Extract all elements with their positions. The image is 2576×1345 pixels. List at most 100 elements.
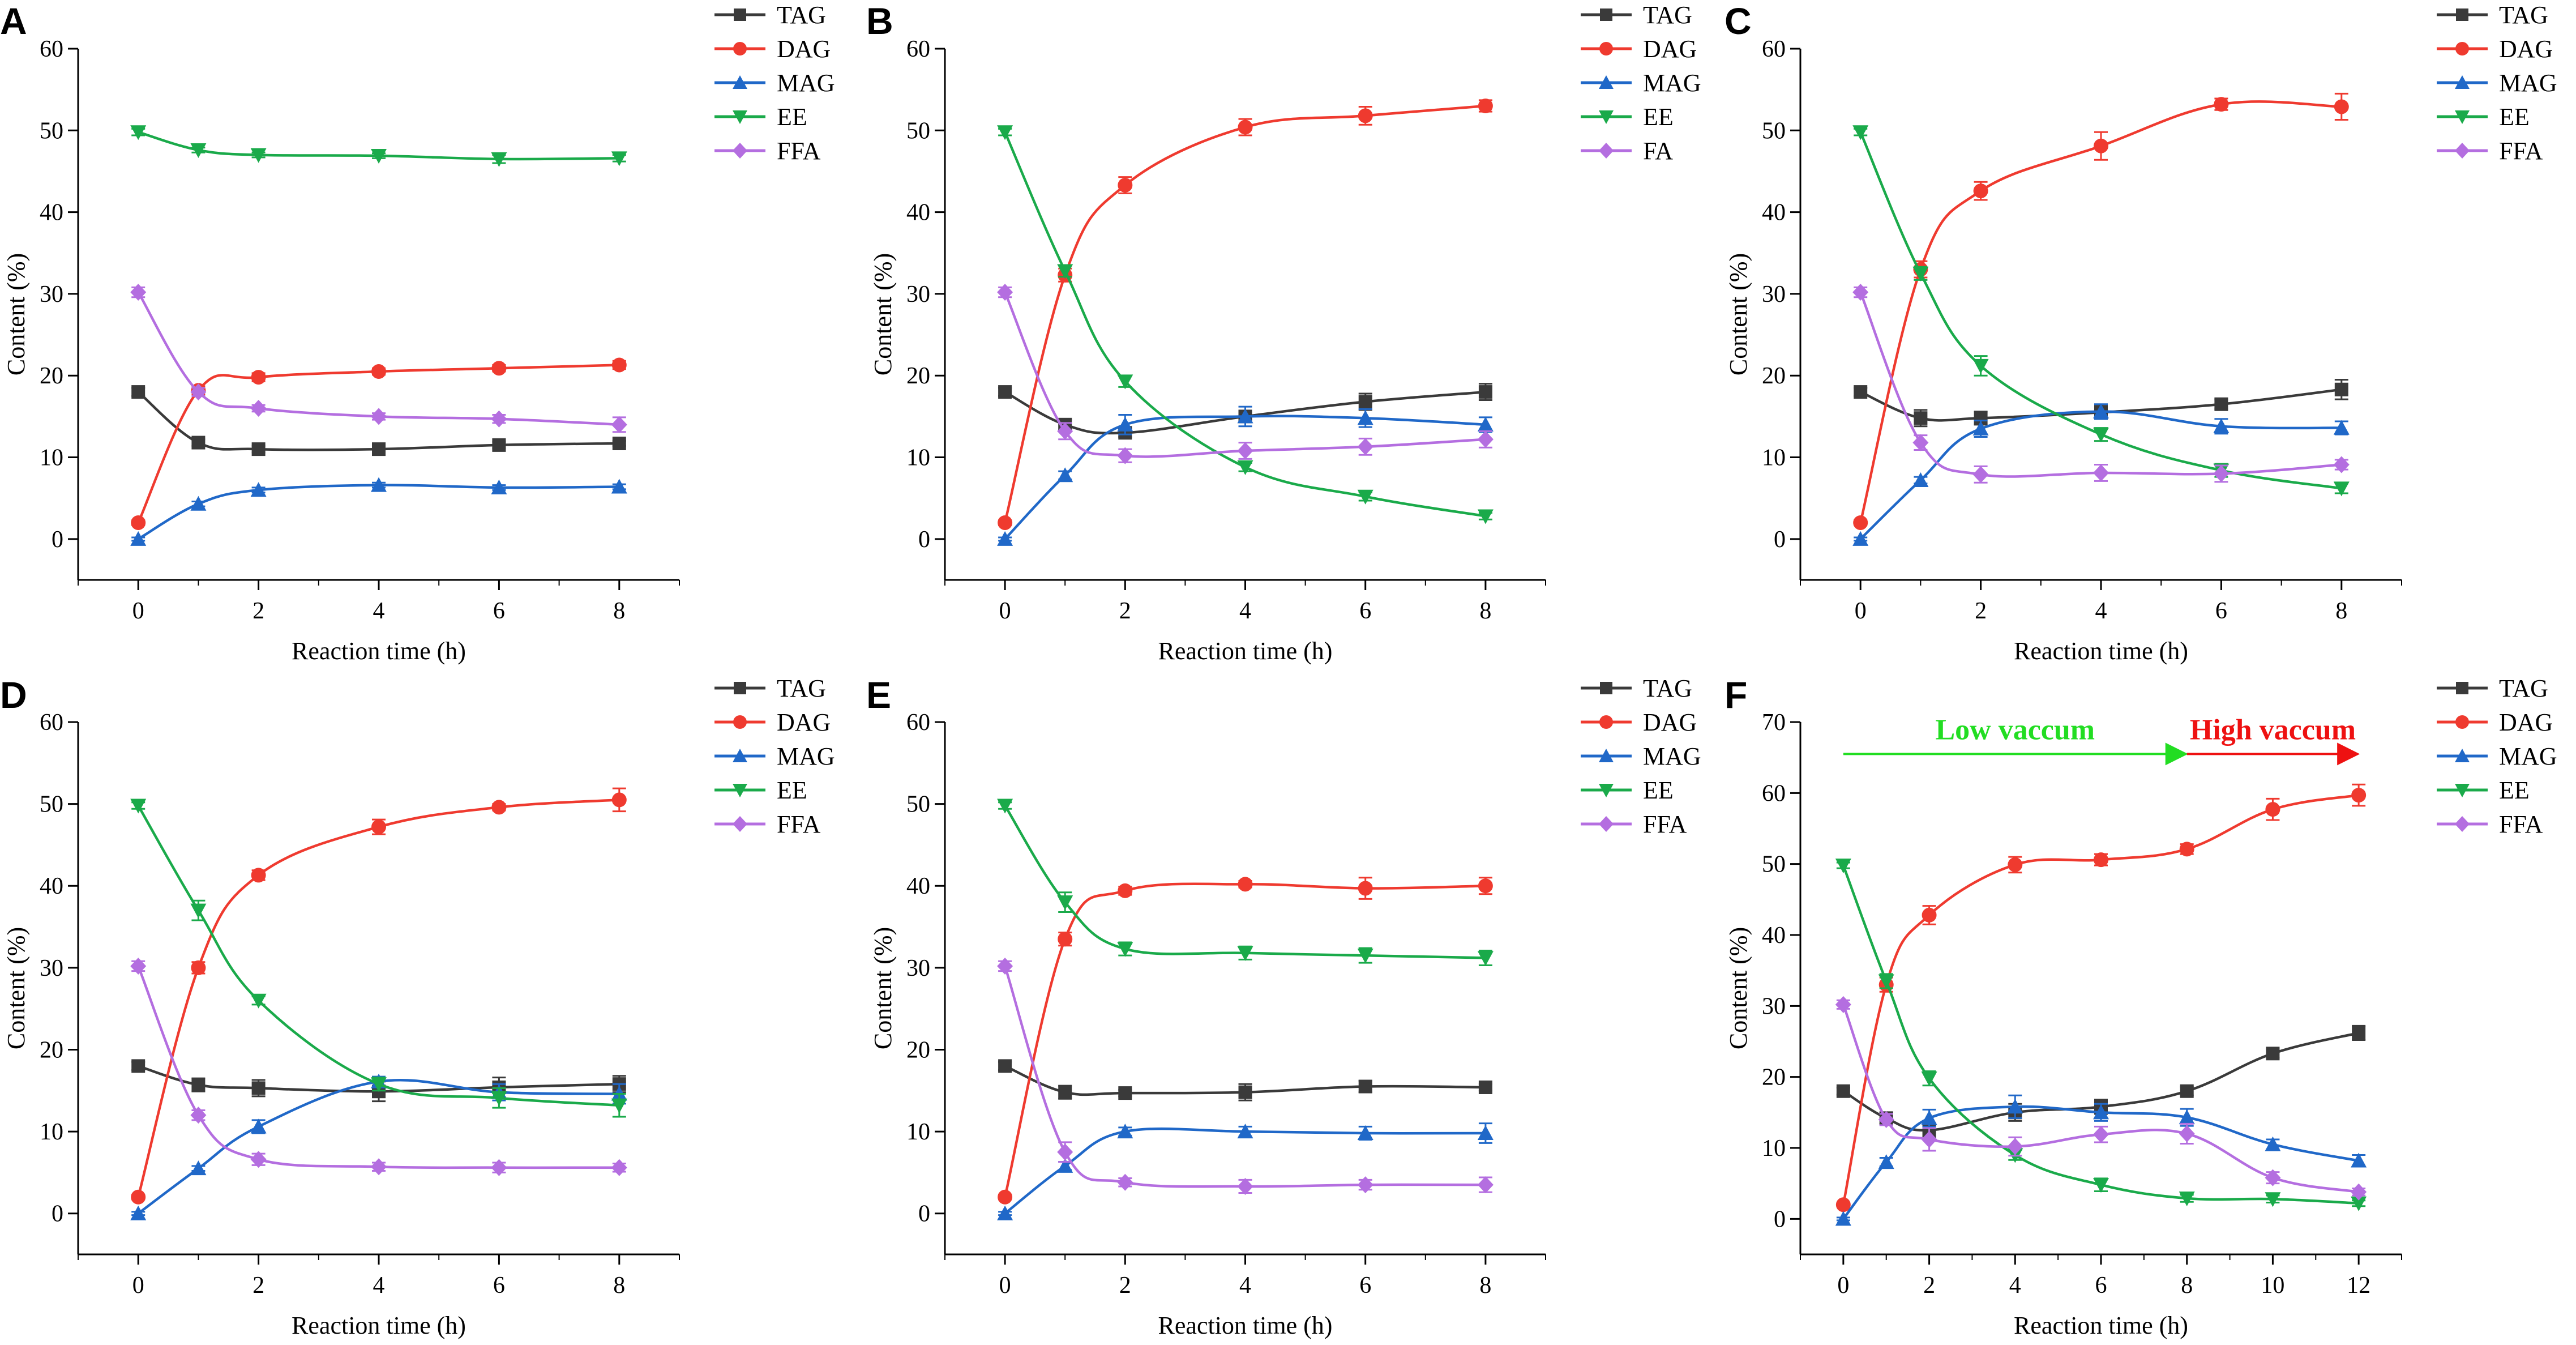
- x-tick-label: 0: [999, 1273, 1011, 1299]
- series-line: [137, 291, 619, 426]
- data-point: [2333, 420, 2350, 435]
- data-point: [2265, 802, 2280, 817]
- data-point: [997, 284, 1013, 301]
- series-ffa: [130, 957, 627, 1176]
- y-axis-title: Content (%): [2, 927, 30, 1049]
- data-point: [2352, 1026, 2366, 1040]
- series-line: [1859, 292, 2342, 478]
- x-axis-title: Reaction time (h): [1158, 637, 1333, 665]
- data-point: [2214, 97, 2229, 112]
- legend-marker: [733, 749, 747, 762]
- legend-item-dag: DAG: [714, 708, 831, 736]
- data-point: [1921, 1071, 1937, 1087]
- x-tick-label: 0: [132, 598, 144, 624]
- legend: TAG DAG MAG EE FFA: [714, 674, 835, 838]
- data-point: [611, 357, 627, 373]
- y-tick-label: 20: [1762, 363, 1786, 389]
- data-point: [1358, 108, 1373, 123]
- x-tick-label: 4: [2009, 1273, 2021, 1299]
- y-axis-title: Content (%): [1725, 253, 1752, 375]
- data-point: [2213, 465, 2230, 483]
- data-point: [611, 792, 627, 808]
- panel-d: D 0 10 20 30 40 50 60 0 2 4 6 8 Reaction time (h) Con…: [0, 674, 835, 1339]
- data-point: [2265, 1169, 2281, 1186]
- data-point: [1853, 515, 1868, 530]
- data-point: [1972, 421, 1989, 436]
- y-tick-label: 40: [906, 200, 930, 226]
- series-tag: [131, 1059, 626, 1103]
- y-tick-label: 50: [40, 118, 63, 144]
- x-tick-label: 0: [1855, 598, 1867, 624]
- data-point: [1238, 877, 1253, 892]
- data-point: [1973, 183, 1988, 199]
- x-tick-label: 8: [1479, 598, 1491, 624]
- legend-marker: [2455, 749, 2470, 762]
- series-line: [137, 364, 619, 523]
- legend-marker: [1600, 8, 1612, 21]
- data-point: [2179, 1191, 2195, 1206]
- data-point: [1237, 460, 1253, 475]
- y-tick-label: 30: [40, 955, 63, 981]
- legend-label: DAG: [2499, 708, 2553, 736]
- data-point: [1118, 1086, 1132, 1100]
- legend-marker: [1599, 816, 1614, 832]
- x-tick-label: 0: [1837, 1273, 1849, 1299]
- y-tick-label: 40: [906, 873, 930, 899]
- data-point: [250, 482, 267, 497]
- data-point: [371, 149, 387, 164]
- legend-item-mag: MAG: [1581, 69, 1701, 97]
- x-tick-label: 0: [999, 598, 1011, 624]
- data-point: [1357, 1176, 1373, 1194]
- legend-marker: [2456, 8, 2468, 21]
- data-point: [1237, 442, 1253, 459]
- legend-label: MAG: [1643, 69, 1701, 97]
- data-point: [998, 515, 1013, 530]
- legend-marker: [1599, 75, 1614, 89]
- legend-label: EE: [777, 776, 807, 804]
- y-tick-label: 40: [1762, 200, 1786, 226]
- legend-label: FA: [1643, 137, 1673, 165]
- legend-label: EE: [2499, 103, 2530, 131]
- annotation-low-vacuum: Low vaccum: [1843, 714, 2188, 766]
- y-tick-label: 20: [906, 1037, 930, 1063]
- data-point: [611, 151, 627, 166]
- y-tick-label: 50: [1762, 852, 1786, 878]
- legend-marker: [1599, 143, 1614, 159]
- legend-label: MAG: [777, 742, 835, 770]
- series-line: [137, 966, 619, 1169]
- data-point: [2007, 1099, 2023, 1114]
- series-line: [1004, 805, 1486, 959]
- data-point: [1912, 472, 1929, 487]
- legend: TAG DAG MAG EE FFA: [714, 1, 835, 165]
- data-point: [1835, 1197, 1851, 1212]
- y-tick-label: 60: [1762, 780, 1786, 806]
- y-tick-label: 50: [906, 792, 930, 818]
- data-point: [1117, 1124, 1133, 1139]
- series-line: [1003, 966, 1486, 1188]
- data-point: [2351, 1183, 2367, 1201]
- data-point: [1478, 1080, 1492, 1094]
- legend-marker: [1599, 784, 1614, 797]
- data-point: [1358, 881, 1373, 896]
- legend-label: TAG: [1643, 1, 1692, 29]
- legend-item-tag: TAG: [714, 674, 826, 702]
- legend-item-ffa: FFA: [2437, 137, 2543, 165]
- data-point: [2179, 842, 2194, 857]
- data-point: [1835, 1211, 1851, 1226]
- legend-item-ee: EE: [2437, 776, 2530, 804]
- data-point: [1237, 408, 1253, 424]
- y-axis-title: Content (%): [1725, 927, 1752, 1049]
- legend-item-tag: TAG: [2437, 674, 2548, 702]
- x-axis-title: Reaction time (h): [292, 637, 466, 665]
- data-point: [1058, 1085, 1072, 1099]
- data-point: [250, 1118, 267, 1134]
- data-point: [2007, 1138, 2023, 1155]
- data-point: [611, 1098, 627, 1113]
- series-line: [137, 799, 619, 1198]
- legend-label: TAG: [777, 1, 826, 29]
- series-tag: [998, 1059, 1492, 1101]
- legend-marker: [733, 42, 747, 55]
- legend-marker: [734, 8, 746, 21]
- legend-label: FFA: [2499, 810, 2543, 838]
- y-tick-label: 60: [906, 710, 930, 736]
